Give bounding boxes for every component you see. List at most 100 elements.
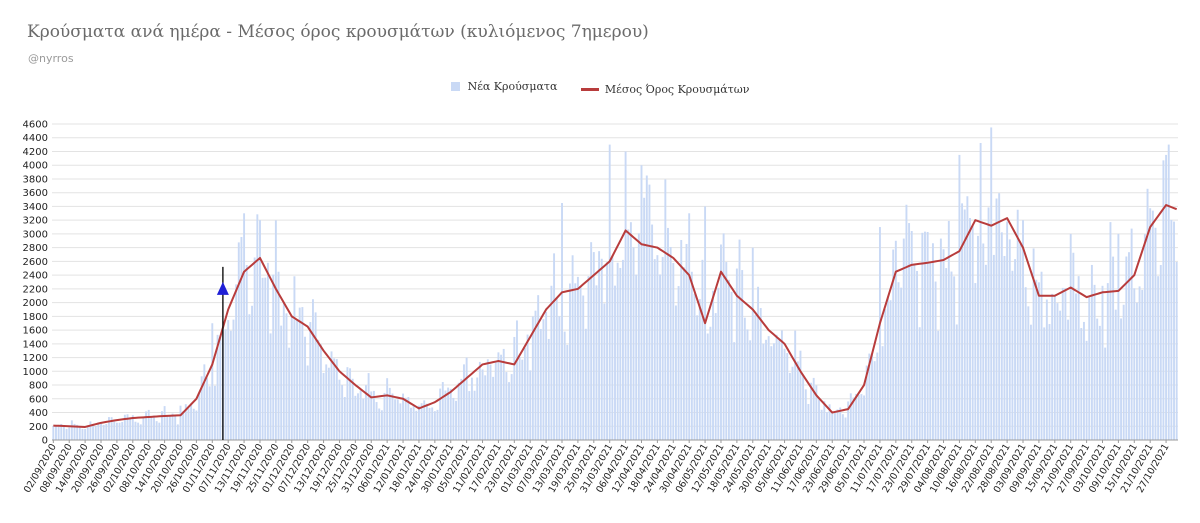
daily-case-bar xyxy=(693,293,696,440)
daily-case-bar xyxy=(709,326,712,440)
daily-case-bar xyxy=(1014,259,1017,440)
daily-case-bar xyxy=(145,411,148,440)
daily-case-bar xyxy=(820,409,823,440)
daily-case-bar xyxy=(1162,160,1165,440)
daily-case-bar xyxy=(722,233,725,440)
chart-subtitle: @nyrros xyxy=(28,52,74,65)
daily-case-bar xyxy=(791,366,794,440)
daily-case-bar xyxy=(945,268,948,440)
daily-case-bar xyxy=(680,240,683,440)
daily-case-bar xyxy=(1141,289,1144,440)
daily-case-bar xyxy=(876,352,879,440)
daily-case-bar xyxy=(179,405,182,440)
daily-case-bar xyxy=(523,347,526,440)
daily-case-bar xyxy=(574,283,577,440)
daily-case-bar xyxy=(261,277,264,440)
daily-case-bar xyxy=(878,227,881,440)
daily-case-bar xyxy=(831,412,834,440)
daily-case-bar xyxy=(317,339,320,440)
daily-case-bar xyxy=(484,375,487,440)
y-tick-label: 4400 xyxy=(23,133,48,144)
daily-case-bar xyxy=(746,329,749,440)
daily-case-bar xyxy=(137,422,140,440)
daily-case-bar xyxy=(982,243,985,440)
daily-case-bar xyxy=(823,401,826,440)
daily-case-bar xyxy=(770,346,773,440)
daily-case-bar xyxy=(216,334,219,440)
daily-case-bar xyxy=(1067,319,1070,440)
daily-case-bar xyxy=(765,339,767,440)
daily-case-bar xyxy=(1006,221,1009,440)
daily-case-bar xyxy=(153,415,155,440)
y-tick-label: 3600 xyxy=(23,188,48,199)
legend-swatch-bars xyxy=(450,82,460,91)
daily-case-bar xyxy=(916,270,918,440)
daily-case-bar xyxy=(277,271,280,440)
daily-case-bar xyxy=(672,262,675,440)
daily-case-bar xyxy=(1112,256,1115,440)
daily-case-bar xyxy=(463,364,465,440)
daily-case-bar xyxy=(542,319,545,440)
daily-case-bar xyxy=(783,348,786,440)
daily-case-bar xyxy=(839,407,842,440)
daily-case-bar xyxy=(685,243,688,440)
daily-case-bar xyxy=(81,428,84,440)
daily-case-bar xyxy=(1011,270,1014,440)
daily-case-bar xyxy=(669,246,672,440)
daily-case-bar xyxy=(375,402,378,440)
daily-case-bar xyxy=(1088,296,1091,440)
daily-case-bar xyxy=(245,265,248,440)
daily-case-bar xyxy=(987,207,990,440)
daily-case-bar xyxy=(423,400,426,440)
daily-case-bar xyxy=(1051,293,1054,440)
daily-case-bar xyxy=(913,263,916,440)
daily-case-bar xyxy=(70,420,73,440)
daily-case-bar xyxy=(200,376,203,440)
daily-case-bar xyxy=(489,364,492,440)
daily-case-bar xyxy=(545,311,548,440)
daily-case-bar xyxy=(576,276,579,440)
daily-case-bar xyxy=(476,377,479,440)
daily-case-bar xyxy=(531,316,534,440)
daily-case-bar xyxy=(73,423,76,440)
daily-case-bar xyxy=(365,385,367,440)
daily-case-bar xyxy=(288,347,291,440)
daily-case-bar xyxy=(961,203,964,440)
daily-case-bar xyxy=(497,352,500,440)
rolling-average-line xyxy=(53,204,1178,428)
daily-case-bar xyxy=(1059,310,1062,440)
daily-case-bar xyxy=(754,314,757,440)
daily-case-bar xyxy=(264,277,267,440)
y-tick-label: 3200 xyxy=(23,216,48,227)
daily-case-bar xyxy=(428,407,431,440)
daily-case-bar xyxy=(873,361,876,440)
daily-case-bar xyxy=(778,340,781,440)
daily-case-bar xyxy=(953,276,956,440)
daily-case-bar xyxy=(637,233,640,440)
daily-case-bar xyxy=(600,258,603,440)
daily-case-bar xyxy=(1173,221,1175,440)
daily-case-bar xyxy=(587,276,590,440)
y-tick-label: 1400 xyxy=(23,339,48,350)
daily-case-bar xyxy=(370,391,373,440)
daily-case-bar xyxy=(635,274,638,440)
daily-case-bar xyxy=(725,262,728,440)
daily-case-bar xyxy=(990,127,993,441)
daily-case-bar xyxy=(611,256,614,440)
daily-case-bar xyxy=(992,254,995,440)
daily-case-bar xyxy=(950,271,953,440)
daily-case-bar xyxy=(667,227,669,440)
daily-case-bar xyxy=(478,361,481,440)
y-tick-label: 4600 xyxy=(23,120,48,131)
average-line-group xyxy=(53,204,1178,428)
daily-case-bar xyxy=(290,316,293,440)
daily-case-bar xyxy=(1082,321,1085,440)
daily-case-bar xyxy=(296,319,299,440)
daily-case-bar xyxy=(163,406,166,440)
daily-case-bar xyxy=(55,425,57,440)
daily-case-bar xyxy=(537,295,540,440)
daily-case-bar xyxy=(701,259,704,440)
daily-case-bar xyxy=(312,299,314,440)
daily-case-bar xyxy=(921,232,924,440)
daily-case-bar xyxy=(571,255,574,440)
